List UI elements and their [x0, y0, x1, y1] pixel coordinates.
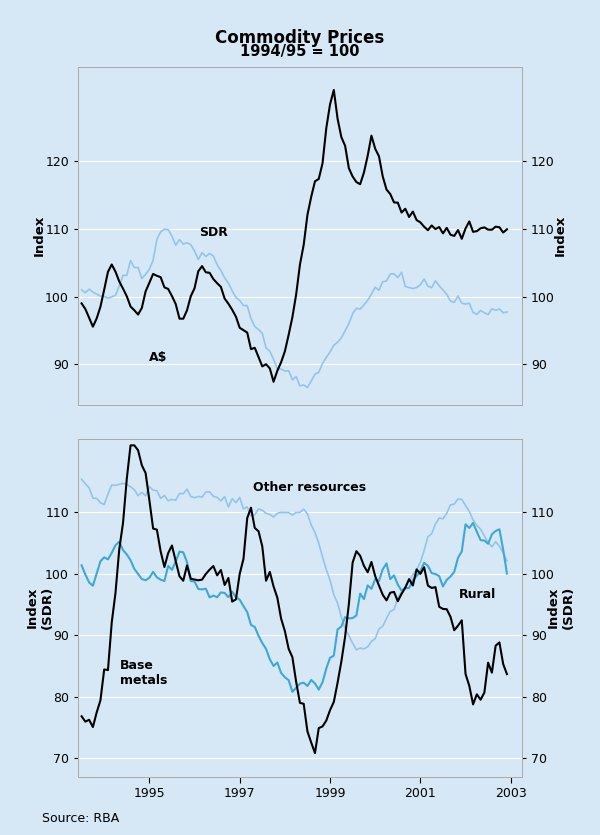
Text: 1994/95 = 100: 1994/95 = 100: [240, 44, 360, 59]
Text: Other resources: Other resources: [253, 481, 367, 493]
Y-axis label: Index
(SDR): Index (SDR): [26, 586, 53, 630]
Text: SDR: SDR: [199, 225, 228, 239]
Text: Source: RBA: Source: RBA: [42, 812, 119, 825]
Text: Rural: Rural: [459, 589, 496, 601]
Y-axis label: Index
(SDR): Index (SDR): [547, 586, 574, 630]
Y-axis label: Index: Index: [33, 215, 46, 256]
Text: Commodity Prices: Commodity Prices: [215, 29, 385, 48]
Text: A$: A$: [149, 351, 168, 364]
Text: Base
metals: Base metals: [120, 660, 167, 687]
Y-axis label: Index: Index: [554, 215, 567, 256]
